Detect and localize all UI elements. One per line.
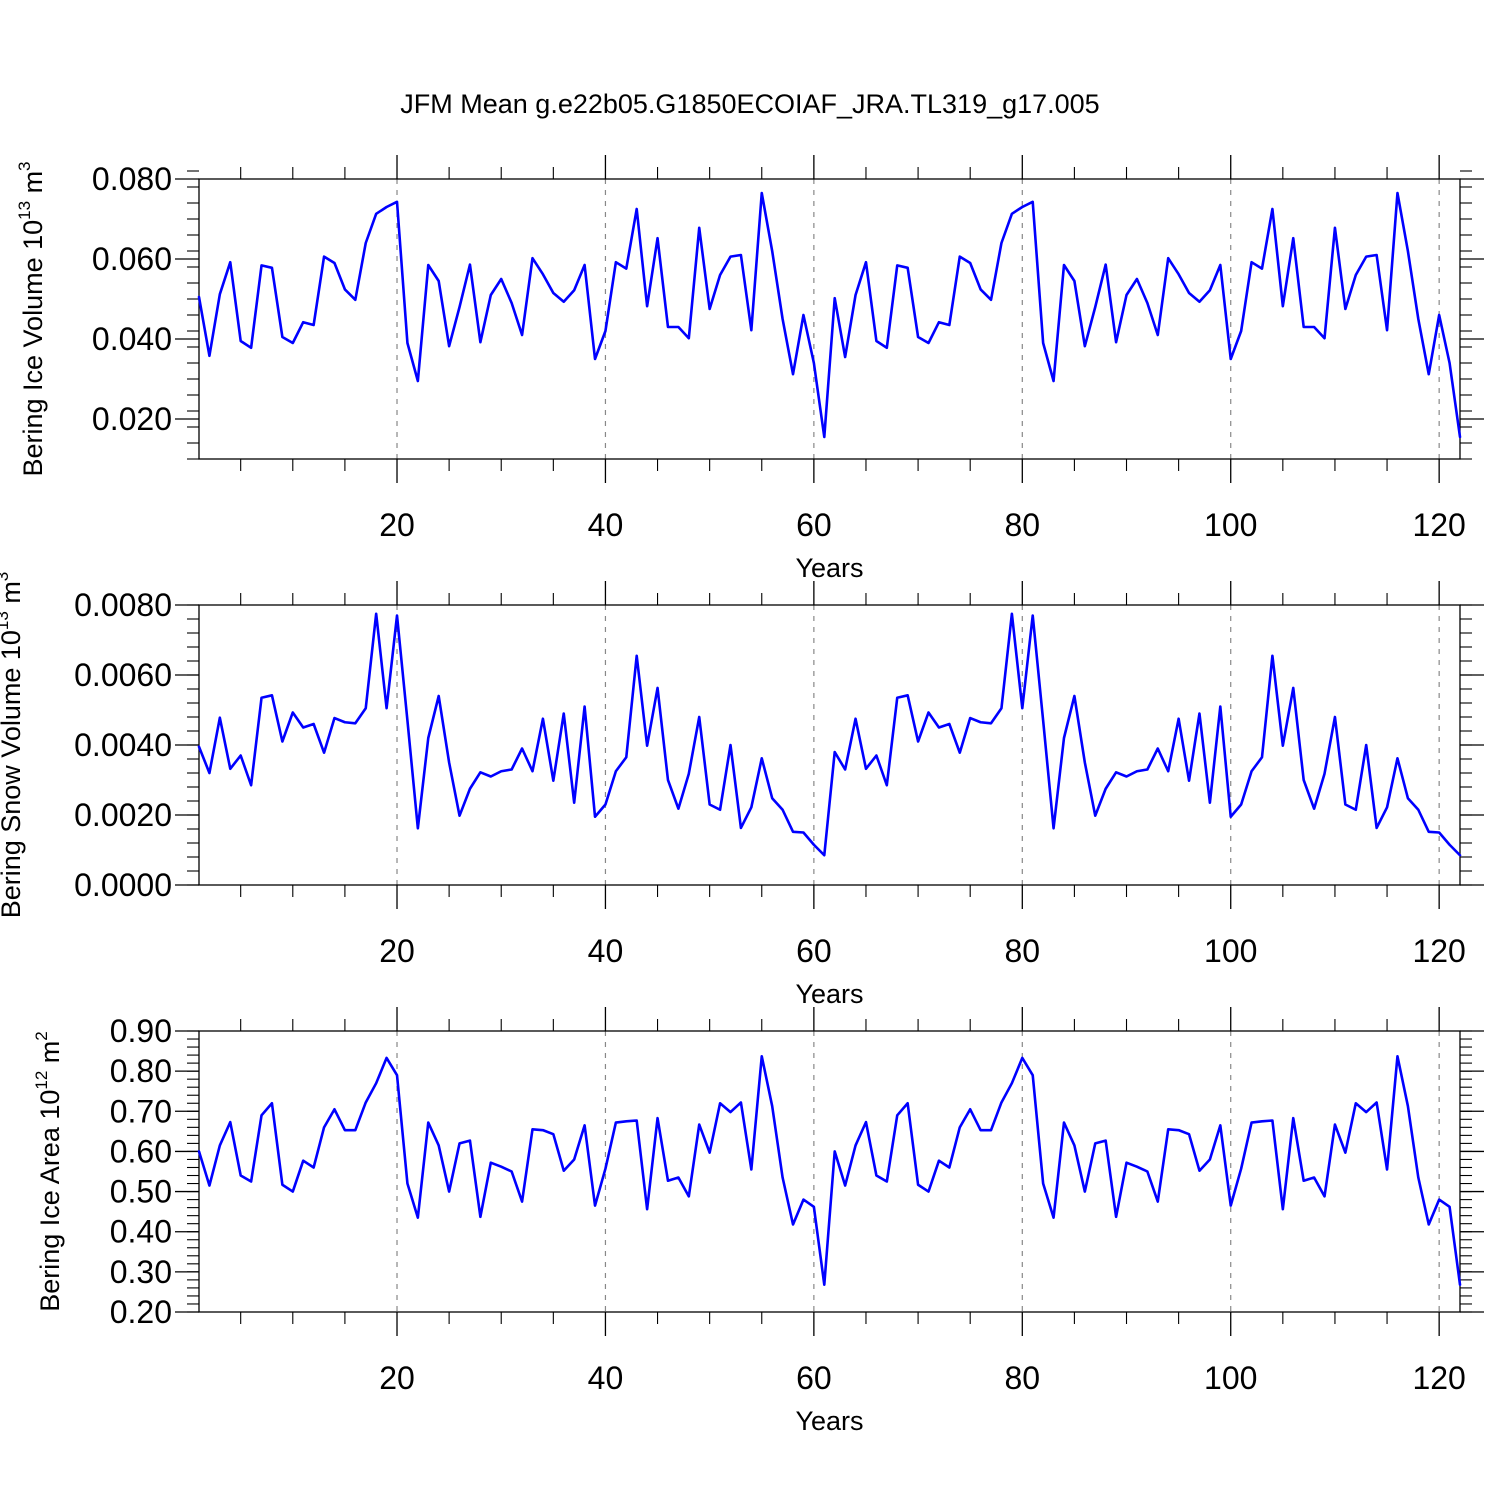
chart-panels: 0.020 0.040 0.060 0.080 20 40 60 80 100 120 Years B… xyxy=(0,155,1484,1436)
y-tick-label: 0.0000 xyxy=(74,867,172,903)
x-tick-label: 20 xyxy=(379,933,415,969)
x-tick-label: 120 xyxy=(1412,1360,1465,1396)
x-tick-label: 80 xyxy=(1005,507,1041,543)
x-tick-label: 40 xyxy=(588,507,624,543)
x-tick-label: 120 xyxy=(1412,507,1465,543)
y-tick-label: 0.0060 xyxy=(74,657,172,693)
plot-frame xyxy=(198,604,1461,886)
panel-1: 0.020 0.040 0.060 0.080 20 40 60 80 100 120 Years B… xyxy=(15,155,1484,583)
y-tick-label: 0.060 xyxy=(92,241,172,277)
series-line xyxy=(197,191,1462,439)
panel-2: 0.0000 0.0020 0.0040 0.0060 0.0080 20 40 60 80 10… xyxy=(0,572,1484,1009)
panel-3: 0.20 0.30 0.40 0.50 0.60 0.70 0.80 0.90 20 40 60 80… xyxy=(32,1007,1484,1436)
x-tick-label: 80 xyxy=(1005,933,1041,969)
x-tick-label: 40 xyxy=(588,933,624,969)
x-tick-label: 20 xyxy=(379,507,415,543)
series-line xyxy=(197,612,1462,857)
y-axis-label: Bering Ice Area 1012 m2 xyxy=(32,1031,65,1312)
x-axis-label: Years xyxy=(795,553,863,583)
x-axis-label: Years xyxy=(795,979,863,1009)
y-tick-label: 0.60 xyxy=(110,1133,172,1169)
y-tick-label: 0.90 xyxy=(110,1013,172,1049)
y-tick-label: 0.40 xyxy=(110,1214,172,1250)
y-tick-label: 0.020 xyxy=(92,401,172,437)
x-tick-label: 120 xyxy=(1412,933,1465,969)
y-tick-label: 0.20 xyxy=(110,1294,172,1330)
y-tick-label: 0.0020 xyxy=(74,797,172,833)
x-tick-label: 100 xyxy=(1204,1360,1257,1396)
x-tick-label: 20 xyxy=(379,1360,415,1396)
plot-frame xyxy=(198,178,1461,460)
y-tick-label: 0.70 xyxy=(110,1093,172,1129)
x-tick-label: 80 xyxy=(1005,1360,1041,1396)
y-tick-label: 0.80 xyxy=(110,1053,172,1089)
plot-frame xyxy=(198,1030,1461,1313)
x-tick-label: 100 xyxy=(1204,507,1257,543)
y-tick-label: 0.040 xyxy=(92,321,172,357)
y-tick-label: 0.0040 xyxy=(74,727,172,763)
y-axis-label: Bering Snow Volume 1013 m3 xyxy=(0,572,26,919)
x-axis-label: Years xyxy=(795,1406,863,1436)
y-tick-label: 0.080 xyxy=(92,161,172,197)
y-tick-label: 0.30 xyxy=(110,1254,172,1290)
x-tick-label: 60 xyxy=(796,933,832,969)
x-tick-label: 60 xyxy=(796,1360,832,1396)
chart-title: JFM Mean g.e22b05.G1850ECOIAF_JRA.TL319_… xyxy=(400,89,1099,119)
y-tick-label: 0.0080 xyxy=(74,587,172,623)
series-line xyxy=(197,1054,1462,1286)
y-axis-label: Bering Ice Volume 1013 m3 xyxy=(15,161,48,476)
x-tick-label: 40 xyxy=(588,1360,624,1396)
x-tick-label: 100 xyxy=(1204,933,1257,969)
x-tick-label: 60 xyxy=(796,507,832,543)
y-tick-label: 0.50 xyxy=(110,1174,172,1210)
